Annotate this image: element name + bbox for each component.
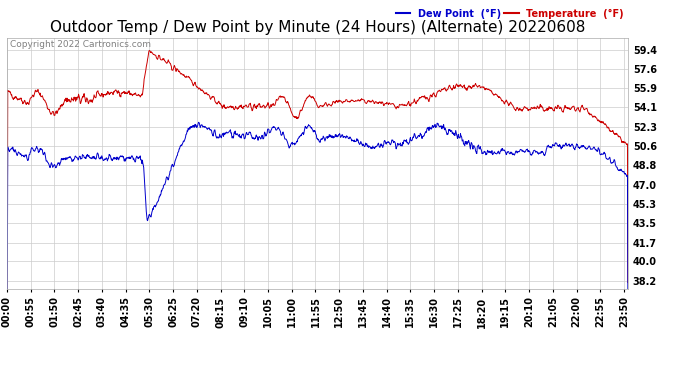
- Title: Outdoor Temp / Dew Point by Minute (24 Hours) (Alternate) 20220608: Outdoor Temp / Dew Point by Minute (24 H…: [50, 20, 585, 35]
- Legend: Dew Point  (°F), Temperature  (°F): Dew Point (°F), Temperature (°F): [392, 5, 628, 23]
- Text: Copyright 2022 Cartronics.com: Copyright 2022 Cartronics.com: [10, 40, 151, 49]
